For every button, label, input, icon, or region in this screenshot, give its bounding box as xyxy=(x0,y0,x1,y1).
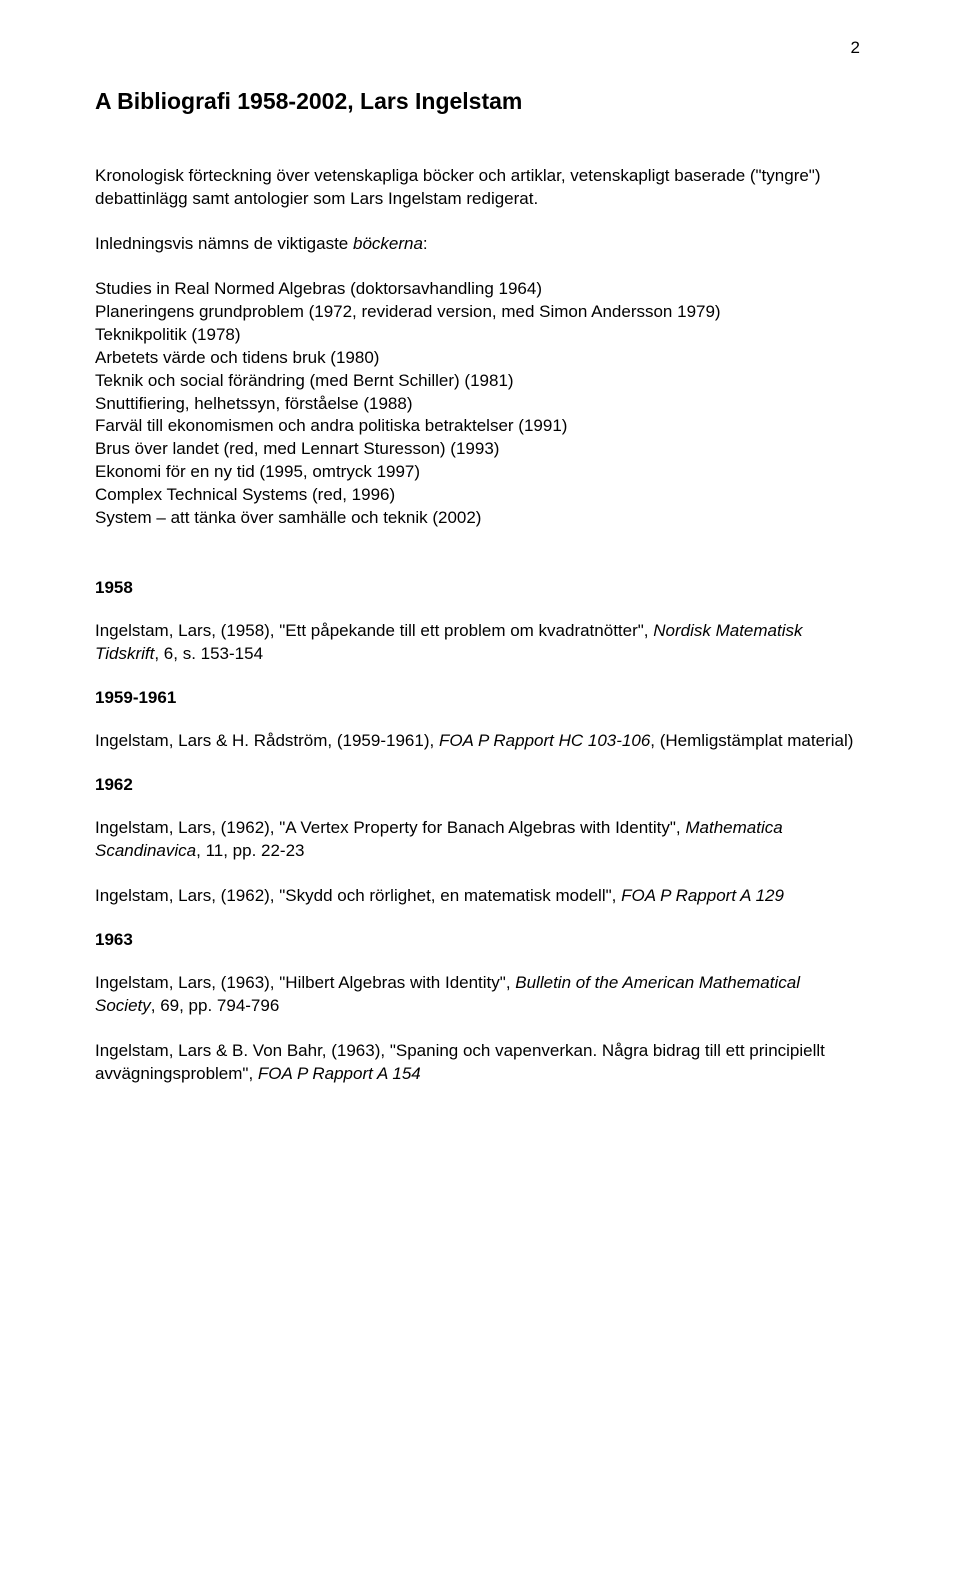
book-item: Brus över landet (red, med Lennart Sture… xyxy=(95,438,865,461)
bibliography-entry: Ingelstam, Lars & H. Rådström, (1959-196… xyxy=(95,730,865,753)
book-item: Studies in Real Normed Algebras (doktors… xyxy=(95,278,865,301)
book-item: Farväl till ekonomismen och andra politi… xyxy=(95,415,865,438)
book-item: Teknikpolitik (1978) xyxy=(95,324,865,347)
bibliography-entry: Ingelstam, Lars & B. Von Bahr, (1963), "… xyxy=(95,1040,865,1086)
book-item: Planeringens grundproblem (1972, revider… xyxy=(95,301,865,324)
bibliography-entry: Ingelstam, Lars, (1962), "Skydd och rörl… xyxy=(95,885,865,908)
entry-text-segment: Ingelstam, Lars & H. Rådström, (1959-196… xyxy=(95,731,439,750)
year-heading: 1963 xyxy=(95,930,865,950)
book-item: Snuttifiering, helhetssyn, förståelse (1… xyxy=(95,393,865,416)
entry-italic-segment: FOA P Rapport A 129 xyxy=(621,886,784,905)
bibliography-entry: Ingelstam, Lars, (1963), "Hilbert Algebr… xyxy=(95,972,865,1018)
year-heading: 1958 xyxy=(95,578,865,598)
bibliography-sections: 1958 Ingelstam, Lars, (1958), "Ett påpeka… xyxy=(95,578,865,1085)
entry-text-segment: Ingelstam, Lars, (1962), "Skydd och rörl… xyxy=(95,886,621,905)
entry-text-segment: , 69, pp. 794-796 xyxy=(151,996,280,1015)
entry-text-segment: , 11, pp. 22-23 xyxy=(196,841,304,860)
year-heading: 1959-1961 xyxy=(95,688,865,708)
document-page: 2 A Bibliografi 1958-2002, Lars Ingelsta… xyxy=(0,0,960,1577)
entry-text-segment: , 6, s. 153-154 xyxy=(154,644,263,663)
entry-text-segment: Ingelstam, Lars, (1958), "Ett påpekande … xyxy=(95,621,653,640)
entry-text-segment: Ingelstam, Lars, (1962), "A Vertex Prope… xyxy=(95,818,685,837)
book-item: Complex Technical Systems (red, 1996) xyxy=(95,484,865,507)
book-item: Arbetets värde och tidens bruk (1980) xyxy=(95,347,865,370)
year-heading: 1962 xyxy=(95,775,865,795)
bibliography-entry: Ingelstam, Lars, (1962), "A Vertex Prope… xyxy=(95,817,865,863)
entry-text-segment: Ingelstam, Lars & B. Von Bahr, (1963), "… xyxy=(95,1041,825,1083)
intro-paragraph: Kronologisk förteckning över vetenskapli… xyxy=(95,165,865,211)
bibliography-entry: Ingelstam, Lars, (1958), "Ett påpekande … xyxy=(95,620,865,666)
entry-text-segment: Ingelstam, Lars, (1963), "Hilbert Algebr… xyxy=(95,973,515,992)
intro-label-italic: böckerna xyxy=(353,234,423,253)
intro-label: Inledningsvis nämns de viktigaste böcker… xyxy=(95,233,865,256)
entry-italic-segment: FOA P Rapport A 154 xyxy=(258,1064,421,1083)
intro-label-pre: Inledningsvis nämns de viktigaste xyxy=(95,234,353,253)
book-list: Studies in Real Normed Algebras (doktors… xyxy=(95,278,865,530)
intro-label-post: : xyxy=(423,234,428,253)
book-item: Teknik och social förändring (med Bernt … xyxy=(95,370,865,393)
entry-text-segment: , (Hemligstämplat material) xyxy=(650,731,853,750)
page-number: 2 xyxy=(851,38,860,58)
book-item: Ekonomi för en ny tid (1995, omtryck 199… xyxy=(95,461,865,484)
page-title: A Bibliografi 1958-2002, Lars Ingelstam xyxy=(95,88,865,115)
book-item: System – att tänka över samhälle och tek… xyxy=(95,507,865,530)
entry-italic-segment: FOA P Rapport HC 103-106 xyxy=(439,731,650,750)
